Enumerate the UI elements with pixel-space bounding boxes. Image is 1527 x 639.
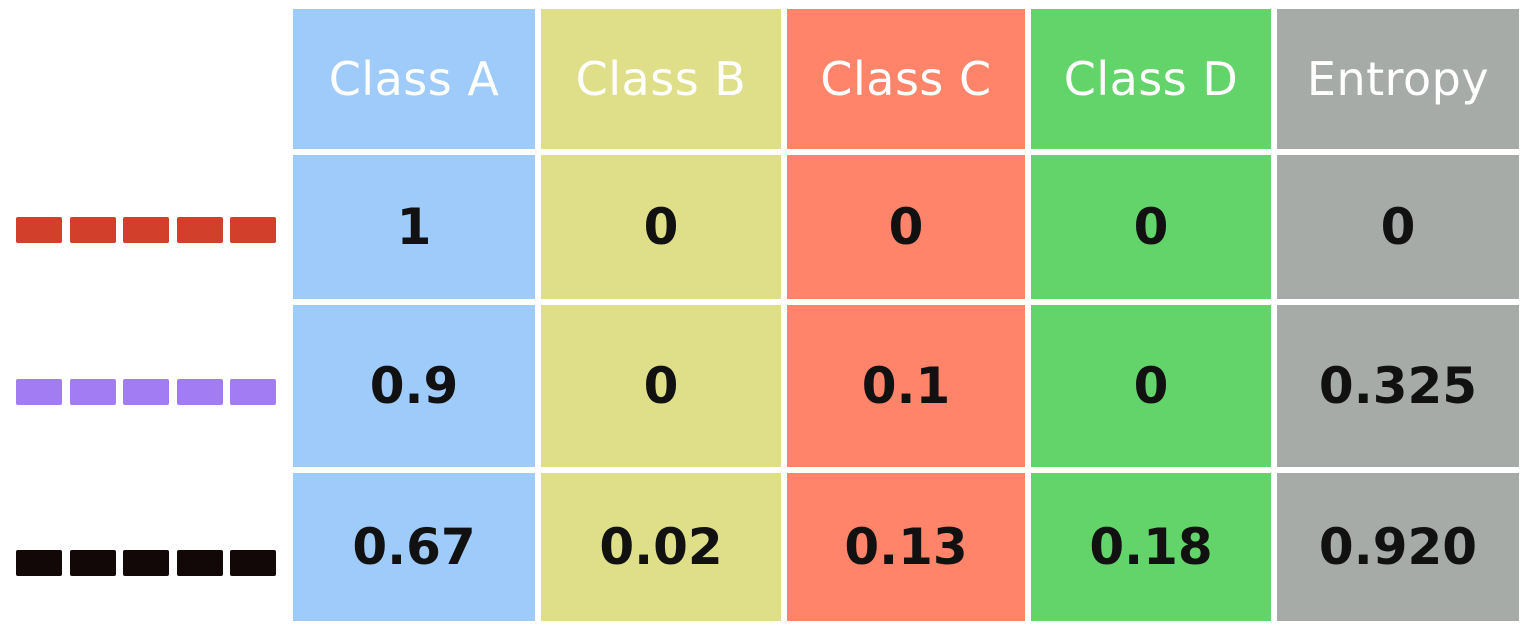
- cell-row3-class-a: 0.67: [290, 470, 538, 624]
- legend-segment: [123, 217, 169, 243]
- legend-segment: [230, 550, 276, 576]
- cell-row3-entropy: 0.920: [1274, 470, 1522, 624]
- cell-row1-class-b: 0: [538, 152, 784, 302]
- legend-segment: [69, 550, 116, 576]
- legend-line-row-3: [16, 548, 276, 578]
- legend-segment: [176, 379, 223, 405]
- cell-row2-class-d: 0: [1028, 302, 1274, 470]
- cell-row1-class-d: 0: [1028, 152, 1274, 302]
- cell-row2-class-b: 0: [538, 302, 784, 470]
- cell-row3-class-d: 0.18: [1028, 470, 1274, 624]
- legend-segment: [176, 217, 223, 243]
- cell-row3-class-c: 0.13: [784, 470, 1028, 624]
- entropy-table: Class A Class B Class C Class D Entropy …: [290, 6, 1522, 632]
- cell-row1-entropy: 0: [1274, 152, 1522, 302]
- legend-segment: [123, 379, 169, 405]
- legend-segment: [16, 379, 62, 405]
- legend-segment: [123, 550, 169, 576]
- cell-row2-class-c: 0.1: [784, 302, 1028, 470]
- legend-segment: [69, 379, 116, 405]
- legend-segment: [16, 550, 62, 576]
- cell-row2-class-a: 0.9: [290, 302, 538, 470]
- legend-segment: [176, 550, 223, 576]
- cell-row1-class-a: 1: [290, 152, 538, 302]
- row-legend: [16, 0, 276, 639]
- legend-segment: [69, 217, 116, 243]
- legend-line-row-2: [16, 377, 276, 407]
- header-entropy: Entropy: [1274, 6, 1522, 152]
- header-class-a: Class A: [290, 6, 538, 152]
- header-class-b: Class B: [538, 6, 784, 152]
- legend-line-row-1: [16, 215, 276, 245]
- header-class-c: Class C: [784, 6, 1028, 152]
- legend-segment: [16, 217, 62, 243]
- header-class-d: Class D: [1028, 6, 1274, 152]
- cell-row2-entropy: 0.325: [1274, 302, 1522, 470]
- cell-row3-class-b: 0.02: [538, 470, 784, 624]
- legend-segment: [230, 217, 276, 243]
- legend-segment: [230, 379, 276, 405]
- cell-row1-class-c: 0: [784, 152, 1028, 302]
